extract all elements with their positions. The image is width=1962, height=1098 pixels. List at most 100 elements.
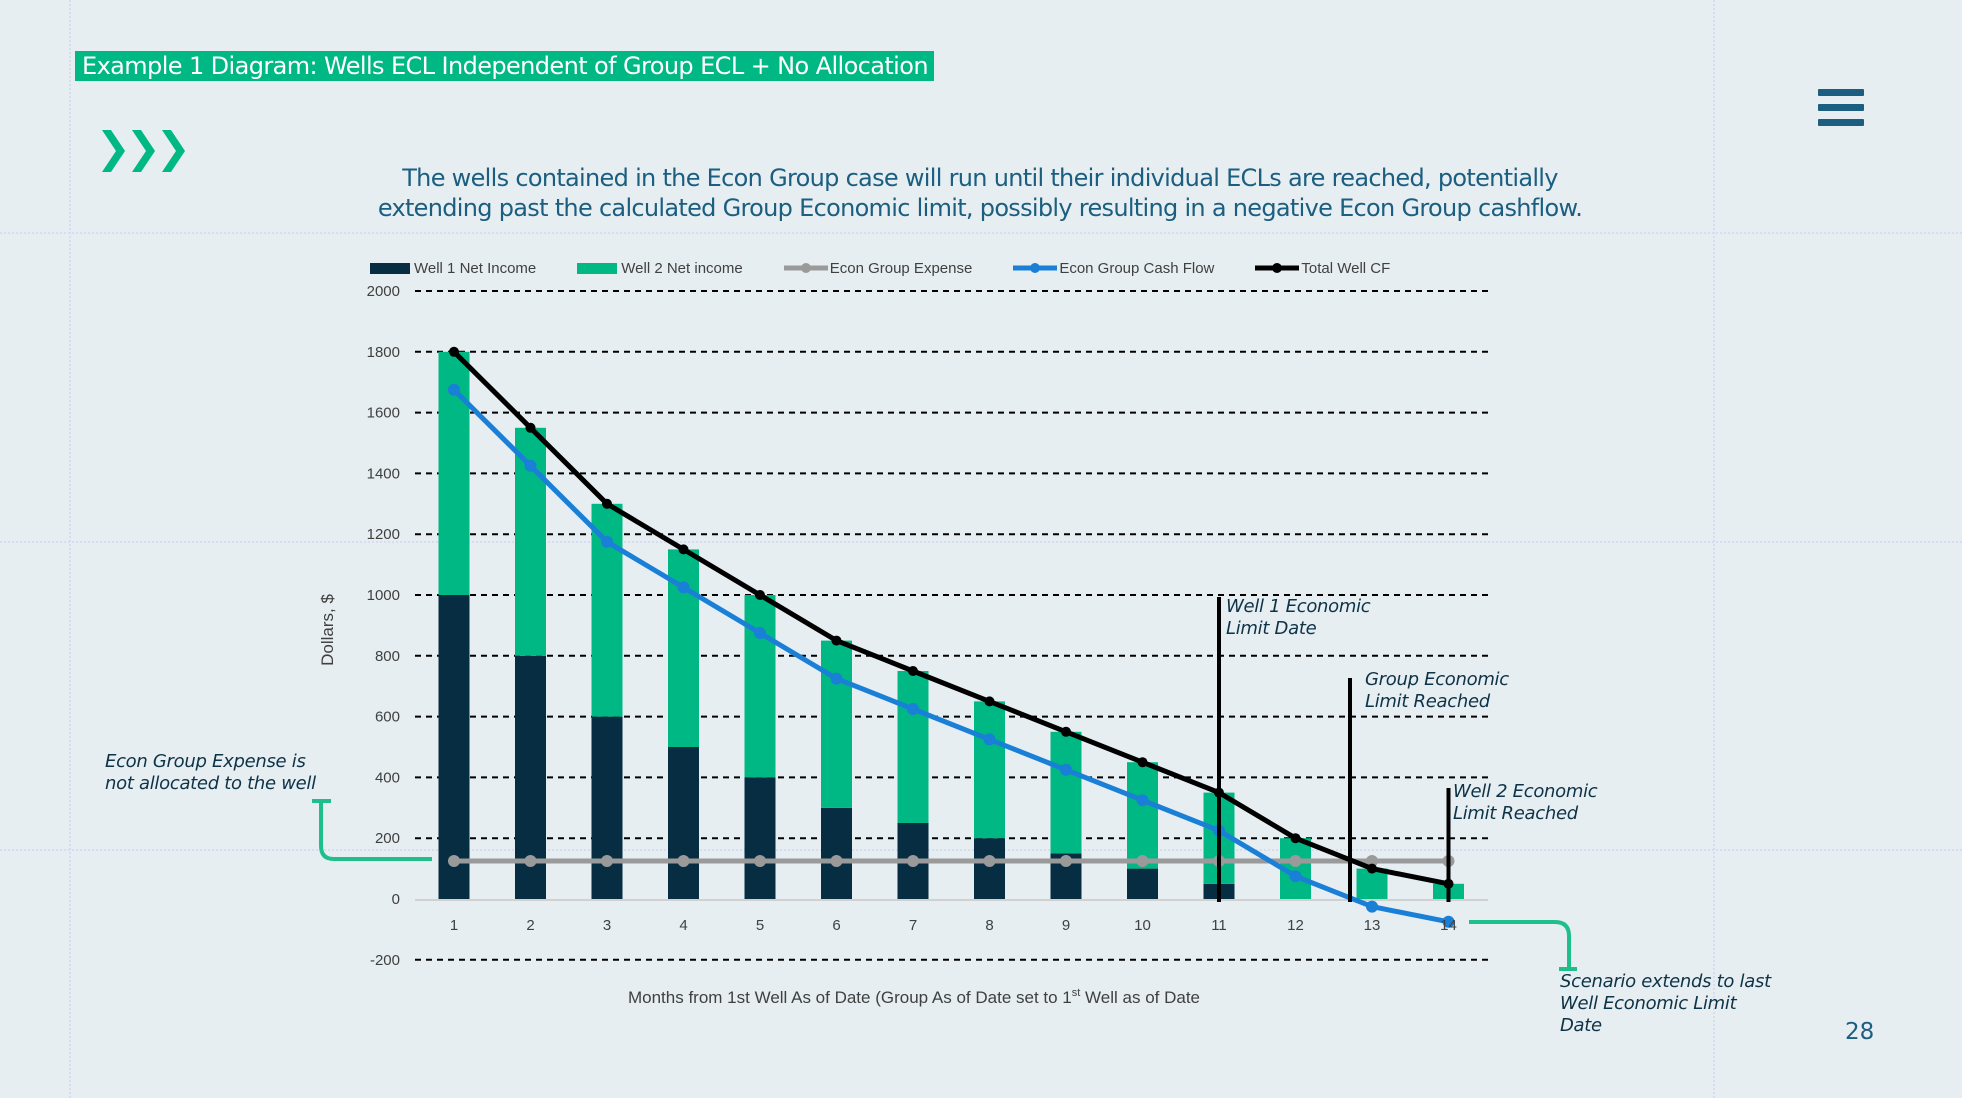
- point-econ-group-cash-flow: [1289, 870, 1302, 883]
- annotation-scenario-note: Scenario extends to last Well Economic L…: [1560, 971, 1771, 1037]
- point-econ-group-cash-flow: [524, 459, 537, 472]
- point-econ-group-expense: [830, 855, 843, 867]
- slide-title: Example 1 Diagram: Wells ECL Independent…: [75, 51, 934, 81]
- y-tick-label: -200: [370, 952, 400, 969]
- point-econ-group-expense: [448, 855, 460, 867]
- annotation-well1-limit: Well 1 Economic Limit Date: [1226, 596, 1371, 640]
- point-econ-group-cash-flow: [983, 733, 996, 746]
- legend-item-total-cf: Total Well CF: [1255, 258, 1390, 278]
- bar-well2: [821, 640, 852, 808]
- point-total-well-cf: [1061, 726, 1071, 737]
- x-tick-label: 12: [1287, 917, 1304, 934]
- y-tick-label: 1200: [367, 526, 400, 543]
- bar-well1: [821, 807, 852, 899]
- x-tick-label: 5: [756, 917, 764, 934]
- x-tick-label: 3: [603, 917, 611, 934]
- point-econ-group-cash-flow: [754, 627, 766, 639]
- point-total-well-cf: [1290, 833, 1301, 844]
- point-econ-group-cash-flow: [601, 535, 613, 548]
- legend-label: Total Well CF: [1301, 259, 1391, 277]
- callout-connector-expense: [312, 799, 432, 861]
- y-axis-title: Dollars, $: [318, 594, 337, 666]
- chart-legend: Well 1 Net Income Well 2 Net income Econ…: [370, 256, 1431, 280]
- legend-item-expense: Econ Group Expense: [783, 258, 973, 278]
- guide-line: [69, 0, 71, 1098]
- bar-well1: [668, 747, 699, 899]
- point-econ-group-cash-flow: [907, 703, 919, 715]
- hamburger-menu-icon[interactable]: [1816, 86, 1866, 126]
- annotation-line: Limit Reached: [1365, 691, 1490, 712]
- guide-line: [0, 541, 1962, 543]
- intro-text: The wells contained in the Econ Group ca…: [230, 163, 1730, 223]
- point-total-well-cf: [755, 590, 765, 600]
- legend-label: Well 2 Net income: [621, 259, 743, 277]
- point-total-well-cf: [908, 666, 918, 676]
- y-tick-label: 1800: [367, 344, 400, 361]
- y-tick-label: 600: [375, 709, 400, 726]
- bar-well2: [897, 671, 929, 823]
- x-tick-label: 7: [909, 917, 917, 934]
- annotation-line: Limit Reached: [1453, 803, 1578, 824]
- y-tick-label: 1400: [367, 465, 400, 482]
- x-tick-label: 8: [985, 917, 993, 934]
- y-tick-label: 2000: [367, 283, 400, 300]
- bar-well1: [744, 777, 776, 899]
- x-tick-label: 6: [832, 917, 840, 934]
- x-axis-title-part: Months from 1st Well As of Date (Group A…: [628, 988, 1072, 1007]
- annotation-line: Well 2 Economic: [1453, 781, 1598, 802]
- point-econ-group-cash-flow: [1060, 763, 1072, 776]
- y-tick-label: 1000: [367, 587, 400, 604]
- x-axis-title: Months from 1st Well As of Date (Group A…: [628, 987, 1200, 1007]
- point-econ-group-expense: [1060, 855, 1072, 867]
- point-econ-group-expense: [524, 855, 537, 867]
- annotation-expense-note: Econ Group Expense is not allocated to t…: [105, 751, 316, 795]
- x-tick-label: 14: [1440, 917, 1457, 934]
- y-tick-labels: -200 0 200 400 600 800 1000 1200 1400 1600 1800 200…: [367, 283, 400, 969]
- point-total-well-cf: [678, 544, 689, 555]
- annotation-line: Well 1 Economic: [1226, 596, 1371, 617]
- point-econ-group-cash-flow: [1366, 900, 1378, 913]
- point-total-well-cf: [1367, 863, 1377, 874]
- point-econ-group-expense: [1136, 855, 1149, 867]
- annotation-line: Group Economic: [1365, 669, 1509, 690]
- x-tick-label: 11: [1211, 917, 1227, 934]
- point-total-well-cf: [831, 635, 842, 646]
- legend-swatch: [370, 262, 410, 274]
- annotation-group-limit: Group Economic Limit Reached: [1365, 669, 1509, 713]
- limit-markers: [1217, 597, 1451, 902]
- point-total-well-cf: [1137, 757, 1148, 768]
- bar-well1: [591, 716, 623, 899]
- legend-item-well1: Well 1 Net Income: [370, 260, 536, 277]
- intro-line-1: The wells contained in the Econ Group ca…: [402, 164, 1558, 192]
- x-tick-labels: 1 2 3 4 5 6 7 8 9 10 11 12 13 14: [450, 917, 1457, 934]
- bar-well1: [974, 838, 1005, 899]
- intro-line-2: extending past the calculated Group Econ…: [377, 194, 1583, 222]
- bar-well2: [1050, 731, 1082, 854]
- point-econ-group-cash-flow: [677, 581, 690, 594]
- legend-label: Econ Group Expense: [829, 259, 973, 277]
- point-econ-group-expense: [677, 855, 690, 867]
- annotation-line: Well Economic Limit: [1560, 993, 1737, 1014]
- point-econ-group-cash-flow: [830, 672, 843, 685]
- legend-label: Well 1 Net Income: [414, 259, 537, 277]
- annotation-line: Date: [1560, 1015, 1602, 1036]
- bar-well2: [974, 701, 1005, 839]
- x-tick-label: 9: [1062, 917, 1070, 934]
- legend-line-marker: [1255, 263, 1300, 273]
- point-econ-group-cash-flow: [1442, 915, 1455, 928]
- point-total-well-cf: [602, 498, 612, 509]
- legend-label: Econ Group Cash Flow: [1059, 259, 1215, 277]
- page-number: 28: [1845, 1019, 1875, 1045]
- x-tick-label: 1: [450, 917, 458, 934]
- point-econ-group-expense: [1366, 855, 1378, 867]
- bar-well2: [1127, 762, 1158, 869]
- y-tick-label: 800: [375, 648, 400, 665]
- x-tick-label: 10: [1134, 917, 1151, 934]
- series-lines: [448, 346, 1455, 928]
- bar-well1: [438, 595, 470, 899]
- point-econ-group-expense: [1289, 855, 1302, 867]
- annotation-line: Scenario extends to last: [1560, 971, 1771, 992]
- guide-line: [0, 232, 1962, 234]
- y-tick-label: 0: [392, 891, 400, 908]
